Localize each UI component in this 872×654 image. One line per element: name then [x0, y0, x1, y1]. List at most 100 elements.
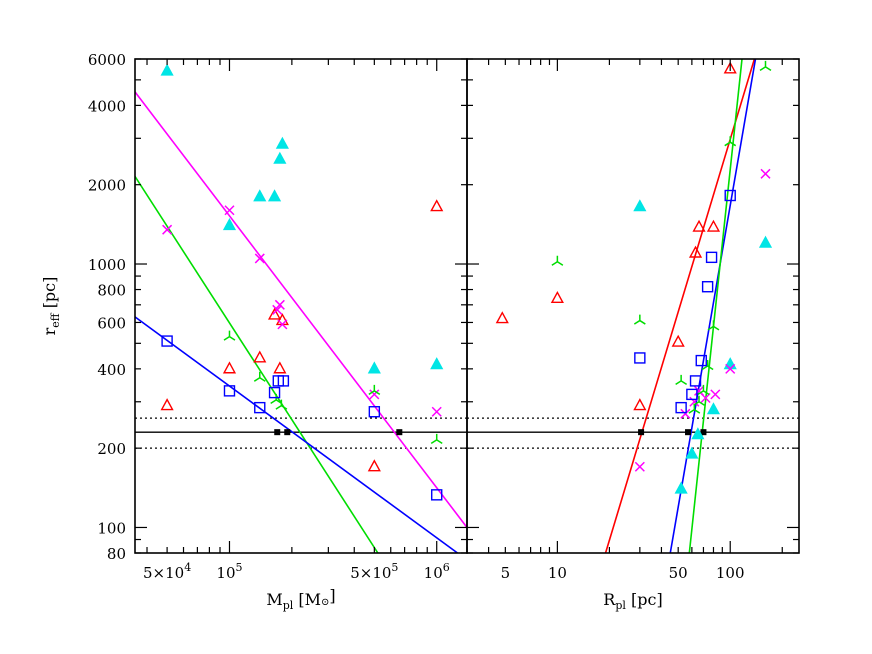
left-y-tick-label: 600	[97, 314, 126, 332]
panel-right: 5 10 50 100 Rpl [pc]	[466, 58, 800, 612]
left-y-tick-label: 80	[107, 545, 126, 563]
left-point-square-open-7	[431, 489, 443, 501]
right-point-square-open-0	[634, 352, 646, 364]
right-fit-line-2	[688, 59, 743, 553]
left-point-triangle-filled-2	[253, 189, 267, 202]
left-y-tick-label: 4000	[88, 97, 126, 115]
right-point-triangle-filled-0	[633, 199, 647, 212]
right-point-cross-5	[710, 389, 721, 400]
right-point-triangle-filled-1	[674, 481, 688, 494]
left-point-square-open-6	[368, 406, 381, 418]
left-y-tick-label: 2000	[88, 177, 126, 195]
left-point-cross-1	[224, 205, 235, 216]
right-point-square-open-1	[675, 401, 687, 414]
left-point-triangle-filled-0	[160, 63, 174, 76]
left-fit-line-1	[135, 175, 379, 553]
left-point-triangle-open-4	[273, 361, 287, 374]
left-point-tri-star-1	[253, 371, 266, 382]
left-point-square-open-0	[161, 335, 173, 347]
right-point-tri-star-8	[724, 136, 737, 147]
right-point-cross-0	[634, 461, 645, 472]
right-point-triangle-open-6	[706, 219, 721, 232]
right-point-triangle-open-5	[692, 219, 706, 232]
right-point-triangle-open-0	[495, 311, 509, 324]
left-y-tick-label: 100	[97, 519, 126, 537]
left-point-square-open-1	[223, 385, 236, 397]
left-fit-line-2	[135, 316, 458, 553]
right-point-cross-7	[760, 168, 771, 179]
right-intersection-0	[638, 429, 645, 436]
right-intersection-2	[700, 429, 707, 436]
left-point-cross-6	[369, 389, 380, 400]
right-point-triangle-filled-6	[758, 235, 773, 248]
left-point-triangle-open-0	[160, 398, 174, 411]
left-x-tick-label: 106	[424, 561, 450, 582]
left-point-triangle-filled-5	[275, 136, 289, 149]
right-intersection-1	[685, 429, 692, 436]
left-point-tri-star-5	[430, 433, 443, 445]
right-point-triangle-filled-2	[685, 446, 699, 459]
left-point-triangle-open-2	[253, 350, 267, 363]
left-point-cross-7	[431, 406, 442, 417]
left-point-square-open-2	[254, 401, 266, 414]
left-y-tick-label: 6000	[88, 51, 126, 69]
right-point-triangle-open-3	[671, 334, 685, 347]
right-point-cross-4	[700, 392, 711, 404]
right-point-tri-star-0	[551, 255, 564, 266]
left-y-tick-label: 800	[97, 282, 126, 300]
left-y-tick-label: 400	[97, 361, 126, 379]
left-point-square-open-5	[277, 375, 290, 387]
left-point-square-open-3	[268, 386, 281, 399]
right-point-tri-star-6	[701, 360, 714, 371]
left-intersection-0	[274, 429, 281, 436]
right-point-tri-star-2	[675, 374, 688, 386]
left-x-tick-label: 5×105	[350, 561, 398, 582]
left-plot-area	[135, 63, 467, 553]
left-x-tick-label: 105	[216, 561, 242, 582]
right-point-triangle-open-1	[550, 291, 564, 304]
left-point-cross-5	[277, 319, 288, 330]
left-point-triangle-open-7	[430, 199, 444, 212]
left-y-tick-label: 200	[97, 440, 126, 458]
right-point-square-open-4	[695, 354, 707, 367]
left-point-triangle-open-3	[267, 307, 282, 320]
right-point-cross-1	[680, 408, 691, 419]
right-point-square-open-2	[686, 388, 698, 401]
left-fit-line-0	[135, 91, 467, 528]
right-fit-line-0	[604, 59, 756, 553]
left-point-tri-star-0	[223, 330, 236, 341]
left-point-tri-star-3	[275, 399, 288, 410]
right-x-tick-label: 10	[548, 564, 567, 582]
right-fit-line-1	[669, 59, 757, 553]
left-point-cross-0	[162, 224, 173, 235]
left-intersection-2	[396, 429, 403, 436]
right-point-tri-star-4	[693, 395, 705, 406]
left-y-axis-title: reff [pc]	[40, 277, 62, 336]
left-intersection-1	[284, 429, 291, 436]
left-point-triangle-filled-1	[222, 218, 237, 231]
left-point-cross-3	[272, 304, 283, 315]
left-point-triangle-open-1	[222, 361, 237, 374]
left-frame	[134, 58, 468, 554]
right-point-tri-star-7	[707, 320, 720, 331]
right-point-triangle-filled-5	[723, 357, 737, 370]
right-point-triangle-open-4	[688, 245, 703, 258]
left-point-cross-4	[274, 299, 285, 310]
right-point-triangle-filled-4	[706, 402, 721, 415]
left-point-cross-2	[254, 253, 265, 264]
right-point-cross-6	[725, 363, 736, 374]
left-x-axis-title: Mpl [M⊙]	[266, 586, 335, 612]
right-point-triangle-filled-3	[691, 427, 705, 440]
right-point-square-open-5	[701, 281, 714, 293]
right-x-axis-title: Rpl [pc]	[603, 590, 662, 612]
right-point-triangle-open-2	[633, 398, 647, 411]
right-plot-area	[467, 59, 799, 553]
panel-left: 5×104 105 5×105 106 80 100 200 400 600 800 1000 200…	[40, 51, 468, 612]
left-point-triangle-open-6	[367, 459, 381, 472]
left-x-tick-label: 5×104	[143, 561, 191, 582]
right-point-triangle-open-7	[723, 61, 737, 74]
right-point-tri-star-5	[697, 384, 710, 395]
right-point-square-open-7	[724, 189, 736, 202]
right-point-square-open-3	[689, 375, 702, 387]
